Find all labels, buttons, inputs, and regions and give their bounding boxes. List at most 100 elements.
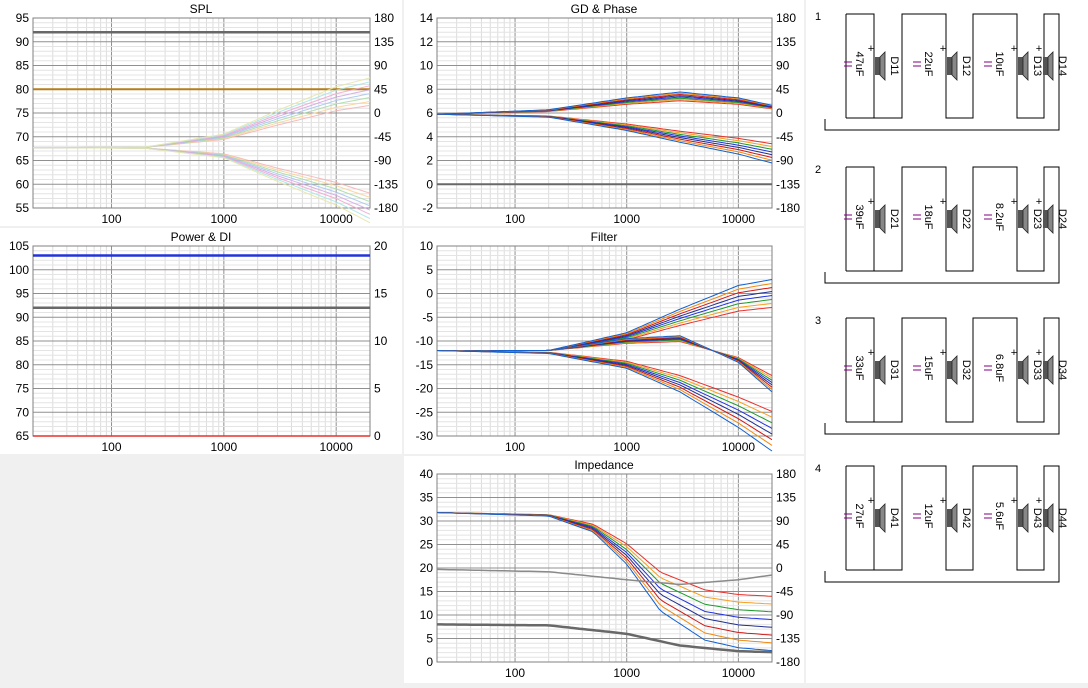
series-line bbox=[436, 91, 773, 115]
x-tick-label: 10000 bbox=[722, 212, 756, 226]
speaker-symbol bbox=[875, 509, 880, 527]
x-tick-label: 100 bbox=[102, 212, 122, 226]
y-tick-label: -30 bbox=[416, 429, 434, 443]
y-tick-label: -15 bbox=[416, 358, 434, 372]
polarity-plus: + bbox=[868, 196, 874, 208]
polarity-plus: + bbox=[940, 495, 946, 507]
capacitor-label: 27uF bbox=[853, 503, 865, 528]
y2-tick-label: 0 bbox=[374, 429, 381, 443]
crossover-schematic: 1 47uF 22uF 10uF + D11 + D12 + D13 + D14 2 39uF 18uF 8.… bbox=[806, 0, 1088, 683]
driver-label: D41 bbox=[888, 508, 900, 528]
speaker-symbol bbox=[947, 361, 952, 379]
y2-tick-label: -135 bbox=[776, 177, 800, 191]
y-tick-label: 35 bbox=[420, 491, 434, 505]
x-tick-label: 1000 bbox=[613, 666, 640, 680]
speaker-symbol bbox=[1043, 210, 1048, 228]
circuit-row-2-label: 2 bbox=[815, 164, 821, 176]
speaker-symbol bbox=[1043, 57, 1048, 75]
y-tick-label: 10 bbox=[420, 59, 434, 73]
y2-tick-label: 180 bbox=[776, 467, 796, 481]
driver-label: D24 bbox=[1056, 209, 1068, 229]
power-panel: Power & DI 65 70 75 80 85 90 95 100 105 0 5 10 15 20 1… bbox=[0, 228, 402, 454]
series-line bbox=[33, 147, 371, 224]
speaker-cone-icon bbox=[1022, 51, 1029, 81]
y-tick-label: 75 bbox=[16, 106, 30, 120]
y-tick-label: -2 bbox=[422, 201, 433, 215]
driver-label: D13 bbox=[1031, 56, 1043, 76]
series-line bbox=[436, 512, 773, 652]
plot-frame bbox=[436, 17, 773, 209]
speaker-cone-icon bbox=[1022, 503, 1029, 533]
capacitor-label: 8.2uF bbox=[993, 203, 1005, 231]
y2-tick-label: 45 bbox=[776, 538, 790, 552]
y2-tick-label: 20 bbox=[374, 239, 388, 253]
driver-label: D44 bbox=[1056, 508, 1068, 528]
x-tick-label: 1000 bbox=[613, 440, 640, 454]
gd-chart: -2 0 2 4 6 8 10 12 14 -180 -135 -90 -45 0 45 90 135 180 10… bbox=[420, 11, 801, 226]
impedance-chart: 0 5 10 15 20 25 30 35 40 -180 -135 -90 -45 0 45 90 135 18… bbox=[420, 467, 801, 680]
speaker-cone-icon bbox=[951, 355, 958, 385]
y-tick-label: 10 bbox=[420, 239, 434, 253]
filter-title: Filter bbox=[590, 230, 618, 244]
x-tick-label: 100 bbox=[505, 666, 525, 680]
polarity-plus: + bbox=[940, 196, 946, 208]
driver-label: D42 bbox=[960, 508, 972, 528]
plot-frame bbox=[436, 245, 773, 437]
x-tick-label: 10000 bbox=[722, 666, 756, 680]
speaker-cone-icon bbox=[1022, 355, 1029, 385]
capacitor-label: 22uF bbox=[922, 51, 934, 76]
x-tick-label: 1000 bbox=[613, 212, 640, 226]
y-tick-label: 12 bbox=[420, 35, 434, 49]
capacitor-label: 5.6uF bbox=[993, 502, 1005, 530]
circuit-row-2-wire bbox=[824, 166, 1060, 284]
x-tick-label: 100 bbox=[505, 212, 525, 226]
circuit-row-1-wire bbox=[824, 13, 1060, 131]
driver-label: D43 bbox=[1031, 508, 1043, 528]
y-tick-label: 85 bbox=[16, 334, 30, 348]
filter-panel: Filter -30 -25 -20 -15 -10 -5 0 5 10 100 1000 10000 bbox=[404, 228, 804, 454]
series-line bbox=[436, 512, 773, 621]
impedance-title: Impedance bbox=[574, 458, 634, 472]
speaker-cone-icon bbox=[1047, 204, 1054, 234]
speaker-symbol bbox=[947, 57, 952, 75]
y2-tick-label: 135 bbox=[374, 35, 394, 49]
power-title: Power & DI bbox=[170, 230, 232, 244]
circuit-row-1-label: 1 bbox=[815, 11, 821, 23]
x-tick-label: 10000 bbox=[319, 440, 353, 454]
y-tick-label: 5 bbox=[426, 263, 433, 277]
y-tick-label: 14 bbox=[420, 11, 434, 25]
polarity-plus: + bbox=[1011, 495, 1017, 507]
y-tick-label: 4 bbox=[426, 130, 433, 144]
series-line bbox=[437, 335, 773, 393]
circuit-row-3-wire bbox=[824, 317, 1060, 435]
driver-label: D22 bbox=[960, 209, 972, 229]
y2-tick-label: -45 bbox=[776, 585, 794, 599]
y-tick-label: 0 bbox=[426, 655, 433, 669]
capacitor-label: 15uF bbox=[922, 355, 934, 380]
driver-label: D34 bbox=[1056, 360, 1068, 380]
plot-frame bbox=[436, 473, 773, 663]
polarity-plus: + bbox=[868, 347, 874, 359]
series-line bbox=[437, 623, 773, 654]
y-tick-label: 2 bbox=[426, 154, 433, 168]
speaker-symbol bbox=[1018, 509, 1023, 527]
y-tick-label: 90 bbox=[16, 35, 30, 49]
speaker-cone-icon bbox=[879, 204, 886, 234]
series-line bbox=[436, 568, 773, 586]
y2-tick-label: -180 bbox=[776, 655, 800, 669]
y2-tick-label: -90 bbox=[776, 154, 794, 168]
series-line bbox=[33, 147, 371, 207]
speaker-symbol bbox=[875, 210, 880, 228]
y2-tick-label: -180 bbox=[374, 201, 398, 215]
x-tick-label: 10000 bbox=[722, 440, 756, 454]
speaker-cone-icon bbox=[879, 355, 886, 385]
y-tick-label: -25 bbox=[416, 405, 434, 419]
y-tick-label: 95 bbox=[16, 11, 30, 25]
y2-tick-label: 0 bbox=[776, 106, 783, 120]
spl-chart: 55 60 65 70 75 80 85 90 95 -180 -135 -90 -45 0 45 90 135… bbox=[16, 11, 399, 226]
y2-tick-label: -135 bbox=[776, 632, 800, 646]
y-tick-label: 70 bbox=[16, 130, 30, 144]
y2-tick-label: 15 bbox=[374, 287, 388, 301]
series-line bbox=[436, 113, 773, 145]
y-tick-label: 0 bbox=[426, 287, 433, 301]
